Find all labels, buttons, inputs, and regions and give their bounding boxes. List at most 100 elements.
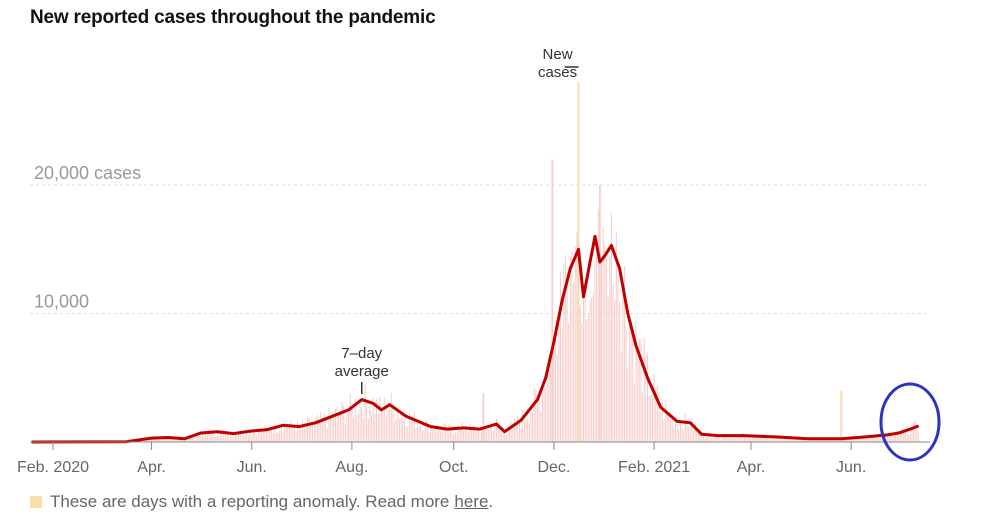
daily-bar (428, 432, 430, 442)
daily-bar (167, 438, 169, 442)
daily-bar (694, 424, 696, 442)
daily-bar (653, 374, 655, 442)
daily-bar (311, 423, 314, 442)
daily-bar (857, 439, 859, 442)
daily-bar (380, 407, 382, 442)
daily-bar (536, 395, 539, 442)
daily-bar (798, 438, 800, 442)
daily-bar (624, 265, 626, 442)
daily-bar (238, 434, 240, 442)
daily-bar (206, 431, 208, 442)
daily-bar (254, 431, 256, 442)
daily-bar (433, 429, 435, 442)
daily-bar (200, 436, 202, 442)
daily-bar (916, 429, 918, 442)
daily-bar (362, 418, 364, 442)
x-tick-label: Apr. (137, 459, 165, 476)
daily-bar (579, 305, 581, 442)
daily-bar (770, 437, 772, 442)
daily-bar (814, 440, 816, 442)
daily-bar (328, 407, 330, 442)
daily-bar (727, 437, 729, 442)
daily-bar (917, 432, 920, 442)
daily-bar (510, 421, 512, 442)
daily-bar (169, 438, 171, 442)
daily-bar (824, 439, 826, 442)
daily-bar (645, 354, 647, 442)
daily-bar (768, 435, 770, 442)
daily-bar (896, 430, 898, 442)
daily-bar (757, 434, 759, 442)
daily-bar (850, 439, 852, 442)
grid-layer (30, 184, 930, 314)
daily-bar (297, 420, 299, 442)
anomaly-swatch (30, 496, 42, 508)
daily-bar (748, 434, 750, 442)
daily-bar (743, 436, 745, 442)
daily-bar (546, 367, 548, 442)
daily-bar (224, 435, 226, 442)
daily-bar (395, 419, 397, 442)
daily-bar (527, 418, 529, 442)
daily-bar (423, 429, 425, 442)
daily-bar (523, 419, 525, 442)
daily-bar (400, 415, 402, 442)
annotation-text: cases (538, 64, 577, 81)
daily-bar (564, 255, 566, 442)
daily-bar (280, 428, 282, 442)
daily-bar (658, 406, 660, 442)
daily-bar (771, 435, 773, 442)
daily-bar (559, 272, 561, 442)
daily-bar (246, 430, 248, 442)
daily-bar (257, 427, 259, 442)
daily-bar (446, 430, 448, 442)
daily-bar (852, 437, 854, 442)
x-tick-label: Jun. (237, 459, 267, 476)
daily-bar (142, 439, 144, 442)
daily-bar (671, 414, 673, 442)
daily-bar (165, 438, 167, 442)
daily-bar (556, 354, 558, 442)
read-more-link[interactable]: here (454, 492, 489, 511)
daily-bar (776, 438, 778, 442)
daily-bar (408, 412, 410, 442)
daily-bar (244, 436, 246, 442)
daily-bar (517, 416, 519, 442)
daily-bar (196, 431, 199, 442)
daily-bar (226, 432, 228, 442)
daily-bar (303, 422, 305, 442)
daily-bar (646, 352, 649, 442)
daily-bar (849, 439, 851, 442)
daily-bar (392, 404, 394, 442)
daily-bar (858, 436, 860, 442)
daily-bar (893, 433, 895, 442)
daily-bar (642, 393, 644, 442)
daily-bar (308, 418, 310, 442)
daily-bar (596, 249, 598, 442)
daily-bar (627, 367, 629, 442)
daily-bar (382, 411, 384, 442)
daily-bar (449, 425, 451, 442)
daily-bar (505, 434, 507, 442)
daily-bar (535, 390, 537, 442)
daily-bar (674, 421, 676, 442)
daily-bar (147, 439, 149, 442)
daily-bar (307, 417, 309, 442)
daily-bar (489, 425, 491, 442)
daily-bar (591, 297, 593, 442)
daily-bar (853, 438, 855, 442)
daily-bar (453, 433, 455, 442)
daily-bar (211, 429, 213, 442)
daily-bar (520, 428, 522, 442)
x-tick-label: Feb. 2021 (618, 459, 690, 476)
daily-bar (418, 426, 420, 442)
highlight-circle (879, 382, 941, 462)
daily-bar (279, 430, 281, 442)
daily-bar (318, 420, 320, 442)
daily-bar (753, 436, 755, 442)
daily-bar (518, 422, 520, 442)
daily-bar (164, 438, 166, 442)
daily-bar (353, 417, 355, 442)
daily-bar (277, 432, 279, 442)
daily-bar (880, 434, 882, 442)
